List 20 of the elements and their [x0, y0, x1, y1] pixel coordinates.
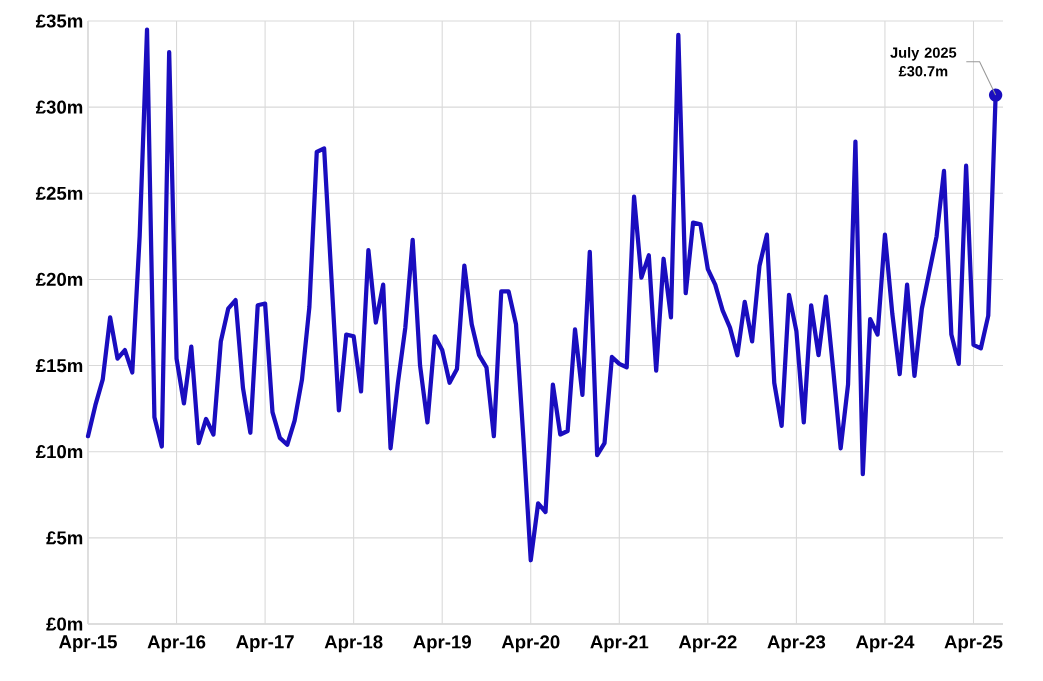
y-tick-label: £35m — [35, 14, 83, 28]
x-tick-label: Apr-15 — [59, 635, 117, 653]
x-tick-label: Apr-24 — [855, 635, 915, 653]
x-tick-label: Apr-16 — [147, 635, 206, 653]
x-tick-label: Apr-19 — [413, 635, 471, 653]
y-tick-label: £0m — [46, 617, 83, 631]
y-tick-label: £25m — [35, 186, 83, 200]
annotation: July 2025 £30.7m — [890, 47, 957, 77]
x-tick-label: Apr-20 — [501, 635, 560, 653]
x-tick-label: Apr-25 — [944, 635, 1003, 653]
x-tick-label: Apr-21 — [590, 635, 649, 653]
x-tick-label: Apr-23 — [767, 635, 826, 653]
y-tick-label: £10m — [35, 445, 83, 459]
x-tick-label: Apr-17 — [236, 635, 294, 653]
x-tick-label: Apr-22 — [678, 635, 737, 653]
y-tick-label: £20m — [35, 272, 83, 287]
y-tick-label: £5m — [46, 531, 83, 545]
y-tick-label: £15m — [35, 358, 83, 373]
x-tick-label: Apr-18 — [324, 635, 383, 653]
y-tick-label: £30m — [35, 100, 83, 114]
